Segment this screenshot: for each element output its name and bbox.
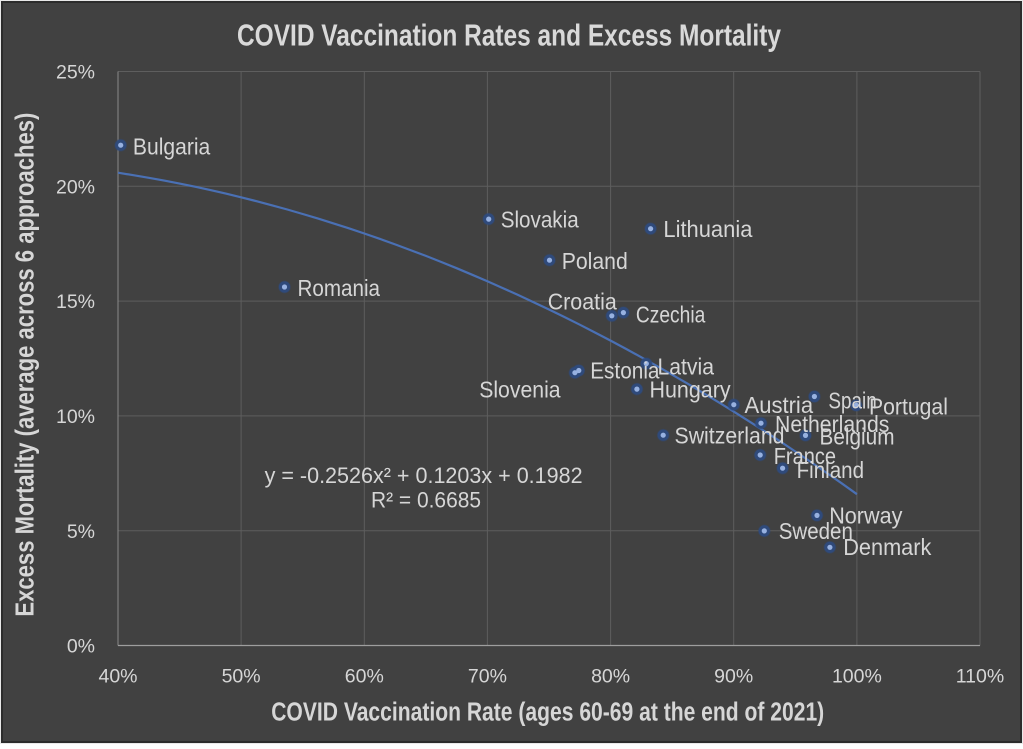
svg-text:y = -0.2526x² + 0.1203x + 0.19: y = -0.2526x² + 0.1203x + 0.1982	[265, 463, 583, 488]
svg-text:90%: 90%	[714, 666, 753, 688]
svg-text:Austria: Austria	[745, 392, 814, 418]
svg-text:0%: 0%	[67, 636, 95, 658]
svg-text:Romania: Romania	[298, 275, 381, 301]
svg-text:100%: 100%	[832, 666, 882, 688]
svg-text:Czechia: Czechia	[636, 302, 706, 328]
svg-text:Belgium: Belgium	[820, 423, 895, 449]
svg-text:40%: 40%	[98, 666, 137, 688]
svg-text:5%: 5%	[67, 521, 95, 543]
svg-text:10%: 10%	[56, 406, 95, 428]
svg-text:Slovakia: Slovakia	[501, 207, 579, 233]
svg-text:Poland: Poland	[562, 248, 628, 274]
svg-text:110%: 110%	[956, 666, 1004, 688]
svg-text:60%: 60%	[345, 666, 384, 688]
svg-text:80%: 80%	[591, 666, 630, 688]
svg-text:Spain: Spain	[828, 388, 876, 414]
svg-text:15%: 15%	[56, 291, 95, 313]
svg-text:Denmark: Denmark	[843, 534, 932, 560]
svg-text:Croatia: Croatia	[548, 288, 617, 314]
svg-text:COVID Vaccination Rates and Ex: COVID Vaccination Rates and Excess Morta…	[237, 17, 782, 52]
svg-text:Portugal: Portugal	[869, 393, 948, 419]
svg-text:50%: 50%	[222, 666, 261, 688]
svg-text:Finland: Finland	[797, 457, 864, 483]
svg-text:Slovenia: Slovenia	[479, 376, 561, 402]
svg-text:20%: 20%	[56, 176, 95, 198]
svg-text:Estonia: Estonia	[590, 358, 659, 384]
svg-text:Sweden: Sweden	[779, 518, 853, 544]
svg-text:Latvia: Latvia	[658, 354, 715, 380]
svg-text:Switzerland: Switzerland	[675, 423, 785, 449]
svg-text:Netherlands: Netherlands	[775, 411, 889, 437]
svg-text:Norway: Norway	[829, 502, 903, 528]
svg-text:Excess Mortality (average acro: Excess Mortality (average across 6 appro…	[12, 113, 40, 617]
svg-text:Bulgaria: Bulgaria	[133, 134, 211, 160]
svg-text:25%: 25%	[56, 62, 95, 84]
svg-text:R² = 0.6685: R² = 0.6685	[371, 487, 481, 512]
svg-text:COVID Vaccination Rate (ages 6: COVID Vaccination Rate (ages 60-69 at th…	[271, 699, 824, 727]
svg-text:Hungary: Hungary	[650, 377, 732, 403]
svg-text:Lithuania: Lithuania	[663, 216, 752, 242]
svg-text:70%: 70%	[468, 666, 507, 688]
svg-text:France: France	[774, 443, 836, 469]
